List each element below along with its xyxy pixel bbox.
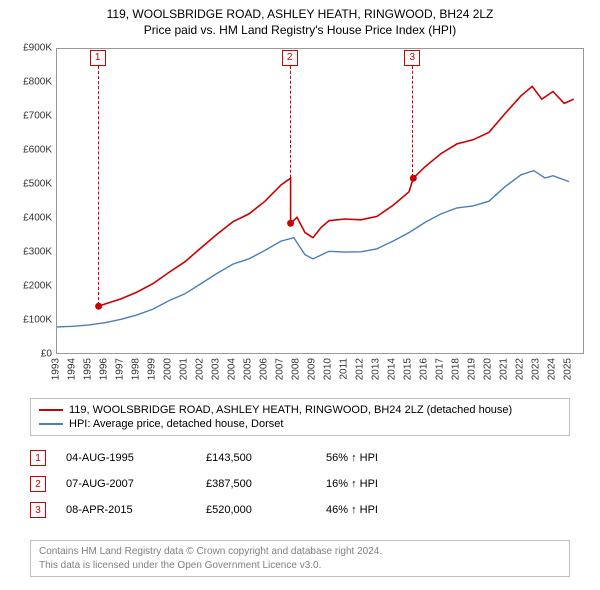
x-tick-label: 2008 xyxy=(291,358,302,380)
x-tick-label: 2021 xyxy=(499,358,510,380)
marker-pct: 46% ↑ HPI xyxy=(326,504,426,516)
title-line-2: Price paid vs. HM Land Registry's House … xyxy=(0,22,600,38)
x-tick-label: 2020 xyxy=(483,358,494,380)
x-tick-label: 2005 xyxy=(243,358,254,380)
x-tick-label: 2024 xyxy=(547,358,558,380)
x-tick-label: 1994 xyxy=(67,358,78,380)
sale-marker-line xyxy=(412,66,413,177)
marker-row: 1 04-AUG-1995 £143,500 56% ↑ HPI xyxy=(30,446,570,472)
x-tick-label: 2010 xyxy=(323,358,334,380)
legend-swatch xyxy=(39,409,63,411)
x-tick-label: 2001 xyxy=(179,358,190,380)
x-tick-label: 2012 xyxy=(355,358,366,380)
x-tick-label: 2014 xyxy=(387,358,398,380)
marker-date: 08-APR-2015 xyxy=(66,504,186,516)
attribution-line-2: This data is licensed under the Open Gov… xyxy=(39,559,561,573)
x-tick-label: 2013 xyxy=(371,358,382,380)
legend-item: HPI: Average price, detached house, Dors… xyxy=(39,417,561,431)
legend-label: 119, WOOLSBRIDGE ROAD, ASHLEY HEATH, RIN… xyxy=(69,404,512,416)
legend-label: HPI: Average price, detached house, Dors… xyxy=(69,418,283,430)
marker-number: 1 xyxy=(30,450,46,466)
y-tick-label: £600K xyxy=(23,145,52,156)
x-tick-label: 2004 xyxy=(227,358,238,380)
y-tick-label: £200K xyxy=(23,281,52,292)
sale-marker-box: 1 xyxy=(90,50,106,66)
legend-swatch xyxy=(39,423,63,425)
marker-row: 3 08-APR-2015 £520,000 46% ↑ HPI xyxy=(30,498,570,524)
marker-date: 07-AUG-2007 xyxy=(66,478,186,490)
title-line-1: 119, WOOLSBRIDGE ROAD, ASHLEY HEATH, RIN… xyxy=(0,6,600,22)
x-tick-label: 1993 xyxy=(51,358,62,380)
sale-marker-dot xyxy=(410,175,417,182)
x-tick-label: 2025 xyxy=(563,358,574,380)
x-tick-label: 2015 xyxy=(403,358,414,380)
x-tick-label: 2018 xyxy=(451,358,462,380)
x-tick-label: 2003 xyxy=(211,358,222,380)
y-tick-label: £100K xyxy=(23,315,52,326)
marker-pct: 56% ↑ HPI xyxy=(326,452,426,464)
y-tick-label: £700K xyxy=(23,111,52,122)
y-tick-label: £900K xyxy=(23,43,52,54)
x-tick-label: 2006 xyxy=(259,358,270,380)
series-property xyxy=(99,86,574,306)
price-chart: £0£100K£200K£300K£400K£500K£600K£700K£80… xyxy=(10,44,590,394)
marker-pct: 16% ↑ HPI xyxy=(326,478,426,490)
x-tick-label: 2023 xyxy=(531,358,542,380)
sale-marker-table: 1 04-AUG-1995 £143,500 56% ↑ HPI 2 07-AUG-200… xyxy=(30,446,570,524)
chart-svg xyxy=(57,49,583,353)
sale-marker-line xyxy=(290,66,291,222)
x-tick-label: 2017 xyxy=(435,358,446,380)
attribution-line-1: Contains HM Land Registry data © Crown c… xyxy=(39,545,561,559)
marker-number: 3 xyxy=(30,502,46,518)
sale-marker-box: 3 xyxy=(404,50,420,66)
x-tick-label: 2009 xyxy=(307,358,318,380)
marker-price: £143,500 xyxy=(206,452,306,464)
x-tick-label: 2002 xyxy=(195,358,206,380)
legend-item: 119, WOOLSBRIDGE ROAD, ASHLEY HEATH, RIN… xyxy=(39,403,561,417)
x-tick-label: 1999 xyxy=(147,358,158,380)
sale-marker-box: 2 xyxy=(282,50,298,66)
marker-row: 2 07-AUG-2007 £387,500 16% ↑ HPI xyxy=(30,472,570,498)
x-tick-label: 1998 xyxy=(131,358,142,380)
marker-price: £387,500 xyxy=(206,478,306,490)
y-tick-label: £400K xyxy=(23,213,52,224)
x-tick-label: 2007 xyxy=(275,358,286,380)
y-tick-label: £300K xyxy=(23,247,52,258)
sale-marker-dot xyxy=(95,303,102,310)
marker-date: 04-AUG-1995 xyxy=(66,452,186,464)
x-tick-label: 2016 xyxy=(419,358,430,380)
x-tick-label: 1995 xyxy=(83,358,94,380)
y-tick-label: £800K xyxy=(23,77,52,88)
x-tick-label: 2011 xyxy=(339,358,350,380)
y-tick-label: £500K xyxy=(23,179,52,190)
x-tick-label: 1997 xyxy=(115,358,126,380)
series-hpi xyxy=(57,171,569,327)
legend: 119, WOOLSBRIDGE ROAD, ASHLEY HEATH, RIN… xyxy=(30,398,570,436)
marker-number: 2 xyxy=(30,476,46,492)
x-tick-label: 2000 xyxy=(163,358,174,380)
marker-price: £520,000 xyxy=(206,504,306,516)
x-tick-label: 2022 xyxy=(515,358,526,380)
x-tick-label: 1996 xyxy=(99,358,110,380)
plot-area xyxy=(56,48,584,354)
sale-marker-dot xyxy=(287,220,294,227)
attribution: Contains HM Land Registry data © Crown c… xyxy=(30,540,570,577)
sale-marker-line xyxy=(98,66,99,305)
x-tick-label: 2019 xyxy=(467,358,478,380)
